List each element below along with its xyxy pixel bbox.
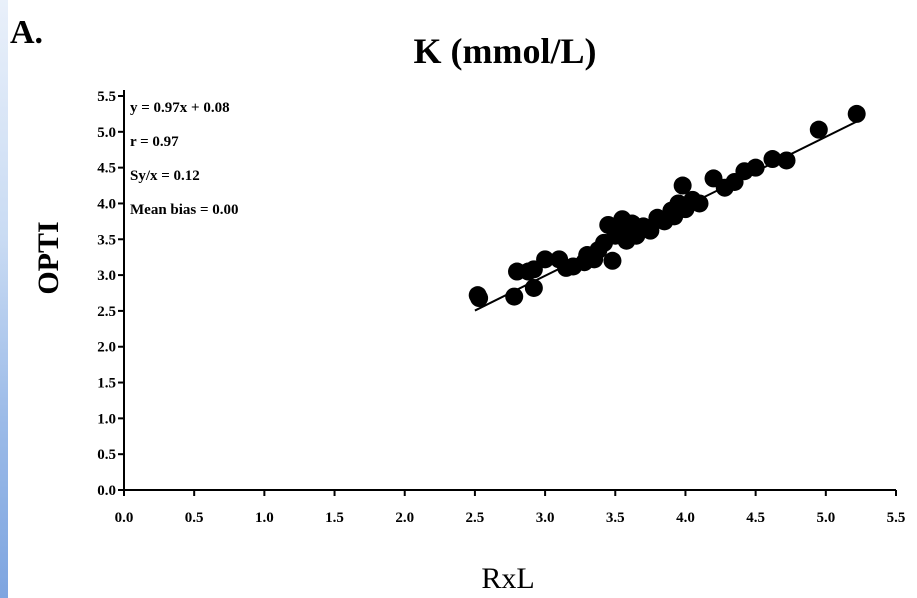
data-point	[470, 289, 489, 308]
y-tick-label: 3.0	[97, 268, 116, 284]
y-tick-label: 4.0	[97, 196, 116, 212]
x-tick-label: 1.5	[325, 510, 344, 526]
left-edge-strip	[0, 0, 8, 598]
x-tick-label: 1.0	[255, 510, 274, 526]
x-tick-label: 4.5	[746, 510, 765, 526]
data-points	[468, 104, 866, 308]
data-point	[847, 104, 866, 123]
y-tick-label: 5.0	[97, 125, 116, 141]
data-point	[690, 194, 709, 213]
annotation-syx: Sy/x = 0.12	[130, 168, 200, 184]
y-tick-label: 1.0	[97, 411, 116, 427]
annotation-r: r = 0.97	[130, 134, 179, 150]
x-tick-label: 3.0	[536, 510, 555, 526]
y-tick-label: 3.5	[97, 232, 116, 248]
x-tick-label: 0.0	[115, 510, 134, 526]
y-tick-label: 1.5	[97, 376, 116, 392]
x-tick-label: 0.5	[185, 510, 204, 526]
y-tick-label: 0.5	[97, 447, 116, 463]
data-point	[777, 151, 796, 170]
data-point	[603, 251, 622, 270]
x-tick-label: 2.5	[466, 510, 485, 526]
data-point	[505, 287, 524, 306]
data-point	[763, 150, 782, 169]
x-ticks: 0.0 0.5 1.0 1.5 2.0 2.5 3.0 3.5 4.0 4.5 5.0 5.5	[115, 490, 906, 526]
x-tick-label: 3.5	[606, 510, 625, 526]
annotation-mean-bias: Mean bias = 0.00	[130, 202, 239, 218]
data-point	[524, 278, 543, 297]
y-tick-label: 5.5	[97, 89, 116, 105]
x-tick-label: 2.0	[395, 510, 414, 526]
annotation-equation: y = 0.97x + 0.08	[130, 100, 230, 116]
y-tick-label: 2.5	[97, 304, 116, 320]
y-tick-label: 4.5	[97, 161, 116, 177]
chart-title: K (mmol/L)	[414, 31, 597, 71]
x-tick-label: 4.0	[676, 510, 695, 526]
x-axis-label: RxL	[481, 562, 534, 595]
data-point	[746, 158, 765, 177]
y-ticks: 0.0 0.5 1.0 1.5 2.0 2.5 3.0 3.5 4.0 4.5 5.0 5.5	[97, 89, 124, 499]
y-tick-label: 2.0	[97, 340, 116, 356]
x-tick-label: 5.5	[887, 510, 906, 526]
panel-label: A.	[10, 14, 44, 51]
x-tick-label: 5.0	[816, 510, 835, 526]
stats-annotations: y = 0.97x + 0.08 r = 0.97 Sy/x = 0.12 Me…	[130, 100, 239, 218]
y-tick-label: 0.0	[97, 483, 116, 499]
data-point	[536, 250, 555, 269]
y-axis-label: OPTI	[32, 221, 65, 294]
data-point	[809, 120, 828, 139]
data-point	[673, 176, 692, 195]
